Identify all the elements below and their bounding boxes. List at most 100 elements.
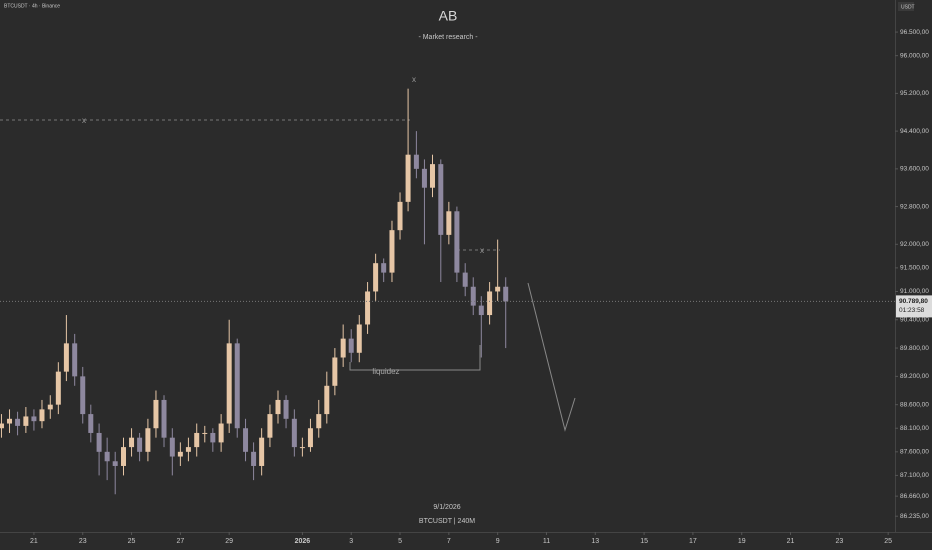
candle-body	[210, 432, 216, 443]
last-price-box	[896, 295, 932, 318]
candle-body	[63, 343, 69, 372]
x-tick-label: 7	[447, 538, 451, 545]
candle-body	[478, 305, 484, 316]
candle-body	[185, 447, 191, 452]
candle-body	[161, 399, 167, 438]
x-tick-label: 23	[79, 538, 87, 545]
liquidity-label: liquidez	[372, 367, 399, 376]
candle-body	[307, 428, 313, 448]
candle-body	[438, 164, 444, 235]
candle-body	[397, 201, 403, 231]
x-tick-label: 25	[884, 538, 892, 545]
y-tick-label: 90.400,00	[900, 316, 929, 323]
candle-body	[267, 414, 273, 438]
x-tick-label: 5	[398, 538, 402, 545]
candle-body	[169, 437, 175, 457]
candle-body	[120, 447, 126, 466]
candle-body	[80, 376, 86, 415]
candle-body	[137, 437, 143, 452]
y-tick-label: 95.200,00	[900, 90, 929, 97]
candle-body	[470, 286, 476, 306]
x-tick-label: 2026	[295, 538, 311, 545]
candle-body	[251, 451, 257, 466]
chart-title: AB	[439, 8, 458, 24]
candle-body	[55, 371, 61, 405]
candle-body	[389, 230, 395, 273]
currency: USDT	[901, 4, 915, 10]
candle-body	[31, 416, 37, 422]
candle-body	[47, 404, 53, 410]
x-tick-label: 21	[30, 538, 38, 545]
chart-subtitle: - Market research -	[418, 34, 478, 41]
y-tick-label: 93.600,00	[900, 166, 929, 173]
candle-body	[259, 437, 265, 466]
candle-body	[356, 324, 362, 353]
candle-body	[112, 461, 118, 466]
candle-body	[316, 414, 322, 429]
x-tick-label: 13	[591, 538, 599, 545]
candle-body	[96, 432, 102, 452]
candle-body	[454, 211, 460, 273]
projection-line	[527, 282, 576, 432]
candle-body	[0, 423, 4, 429]
candle-body	[348, 338, 354, 353]
candle-body	[381, 263, 387, 273]
x-tick-label: 11	[543, 538, 550, 545]
y-tick-label: 86.660,00	[900, 493, 929, 500]
x-tick-label: 29	[225, 538, 233, 545]
candle-body	[194, 432, 200, 448]
candle-body	[373, 263, 379, 292]
y-tick-label: 91.500,00	[900, 265, 929, 272]
candle-body	[218, 423, 224, 443]
y-tick-label: 96.500,00	[900, 29, 929, 36]
candle-body	[129, 437, 135, 448]
y-tick-label: 87.600,00	[900, 449, 929, 456]
last-price-label: 90.789,80	[899, 298, 928, 305]
y-tick-label: 92.800,00	[900, 203, 929, 210]
candle-body	[145, 428, 151, 452]
y-tick-label: 87.100,00	[900, 472, 929, 479]
candle-body	[421, 168, 427, 188]
candle-body	[462, 272, 468, 287]
footer-symbol: BTCUSDT | 240M	[419, 518, 475, 525]
candle-body	[177, 451, 183, 457]
y-tick-label: 88.100,00	[900, 425, 929, 432]
x-tick-label: 23	[835, 538, 843, 545]
candle-body	[15, 418, 21, 426]
candle-body	[243, 428, 249, 452]
x-tick-label: 19	[738, 538, 746, 545]
candle-body	[23, 416, 29, 426]
candle-body	[283, 399, 289, 419]
footer-date: 9/1/2026	[433, 504, 460, 511]
candle-body	[72, 343, 78, 377]
candle-body	[413, 154, 419, 169]
y-tick-label: 96.000,00	[900, 52, 929, 59]
y-tick-label: 91.000,00	[900, 288, 929, 295]
y-tick-label: 88.600,00	[900, 401, 929, 408]
candle-body	[202, 432, 208, 434]
candle-body	[88, 414, 94, 433]
x-tick-label: 17	[689, 538, 697, 545]
candle-body	[234, 343, 240, 429]
x-tick-label: 27	[176, 538, 184, 545]
countdown: 01:23:58	[899, 307, 925, 314]
candle-body	[39, 409, 45, 422]
x-tick-label: 9	[496, 538, 500, 545]
candle-body	[299, 447, 305, 449]
candle-body	[275, 399, 281, 415]
candle-body	[405, 154, 411, 202]
x-tick-label: 15	[640, 538, 648, 545]
y-tick-label: 92.000,00	[900, 241, 929, 248]
liquidity-bracket	[349, 345, 481, 371]
candle-body	[104, 451, 110, 462]
candle-body	[291, 418, 297, 448]
candle-body	[332, 357, 338, 386]
candle-body	[153, 399, 159, 429]
candle-body	[7, 418, 13, 424]
candle-body	[226, 343, 232, 424]
x-tick-label: 25	[128, 538, 136, 545]
candle-body	[365, 291, 371, 325]
currency-box	[898, 2, 914, 11]
y-tick-label: 89.200,00	[900, 373, 929, 380]
